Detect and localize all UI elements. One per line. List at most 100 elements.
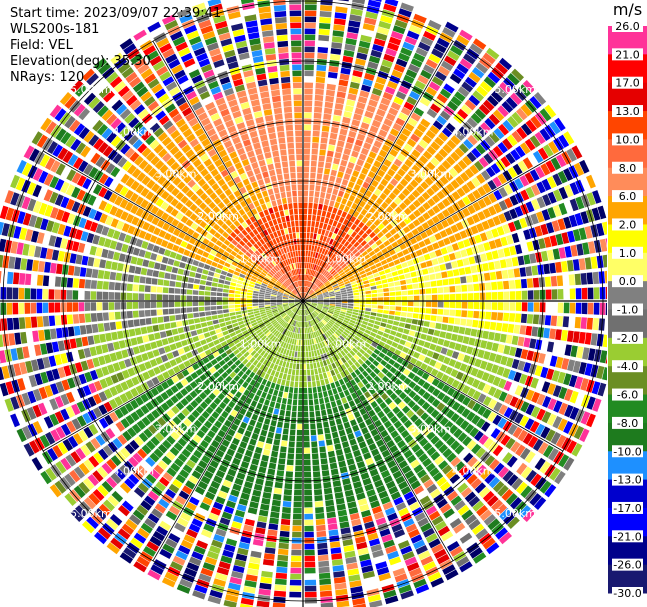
velocity-cell	[75, 337, 83, 348]
velocity-cell	[234, 477, 244, 486]
velocity-cell	[516, 481, 528, 495]
velocity-cell	[205, 281, 212, 286]
velocity-cell	[107, 364, 115, 374]
velocity-cell	[121, 523, 135, 535]
velocity-cell	[466, 473, 478, 485]
velocity-cell	[304, 585, 317, 592]
velocity-cell	[389, 148, 399, 157]
velocity-cell	[342, 248, 349, 254]
velocity-cell	[439, 229, 448, 238]
velocity-cell	[222, 266, 229, 272]
velocity-cell	[451, 379, 460, 389]
velocity-cell	[308, 387, 313, 394]
velocity-cell	[466, 346, 474, 355]
velocity-cell	[546, 341, 555, 353]
velocity-cell	[108, 312, 115, 321]
velocity-cell	[381, 449, 391, 458]
velocity-cell	[48, 302, 55, 313]
velocity-cell	[373, 375, 381, 383]
velocity-cell	[298, 327, 300, 334]
velocity-cell	[457, 199, 466, 209]
velocity-cell	[431, 294, 438, 301]
velocity-cell	[370, 428, 379, 437]
velocity-cell	[412, 243, 421, 251]
velocity-cell	[494, 260, 501, 270]
velocity-cell	[255, 280, 262, 285]
velocity-cell	[470, 328, 478, 337]
velocity-cell	[304, 483, 312, 490]
velocity-cell	[378, 572, 392, 582]
velocity-cell	[385, 371, 394, 379]
velocity-cell	[506, 357, 514, 368]
velocity-cell	[171, 405, 180, 415]
velocity-cell	[386, 153, 395, 163]
velocity-cell	[10, 241, 18, 254]
velocity-cell	[296, 441, 303, 448]
velocity-cell	[304, 495, 313, 502]
velocity-cell	[368, 409, 376, 418]
velocity-cell	[542, 396, 552, 408]
velocity-cell	[413, 301, 420, 307]
velocity-cell	[236, 472, 246, 480]
velocity-cell	[329, 268, 335, 274]
velocity-cell	[389, 366, 397, 374]
velocity-cell	[328, 231, 333, 238]
velocity-cell	[389, 445, 399, 454]
velocity-cell	[516, 107, 528, 121]
velocity-cell	[293, 314, 297, 320]
velocity-cell	[365, 367, 373, 374]
velocity-cell	[265, 293, 271, 296]
velocity-cell	[254, 312, 261, 317]
velocity-cell	[198, 306, 205, 312]
velocity-cell	[276, 566, 288, 574]
velocity-cell	[445, 21, 459, 33]
velocity-cell	[235, 553, 248, 562]
velocity-cell	[218, 444, 228, 453]
velocity-cell	[224, 405, 233, 414]
velocity-cell	[0, 350, 7, 364]
velocity-cell	[365, 220, 373, 227]
velocity-cell	[317, 315, 322, 321]
velocity-cell	[134, 327, 142, 336]
velocity-cell	[305, 256, 308, 263]
velocity-cell	[545, 429, 556, 442]
velocity-cell	[434, 361, 442, 370]
velocity-cell	[198, 301, 205, 306]
velocity-cell	[452, 269, 460, 277]
velocity-cell	[420, 363, 428, 371]
velocity-cell	[95, 223, 104, 234]
velocity-cell	[248, 314, 255, 319]
velocity-cell	[545, 160, 556, 173]
velocity-cell	[393, 63, 406, 73]
velocity-cell	[359, 327, 366, 332]
velocity-cell	[142, 259, 150, 267]
velocity-cell	[309, 275, 313, 282]
velocity-cell	[413, 13, 427, 24]
velocity-cell	[222, 305, 229, 309]
velocity-cell	[519, 415, 530, 427]
velocity-cell	[383, 589, 397, 599]
velocity-cell	[512, 426, 523, 439]
velocity-cell	[317, 294, 323, 297]
velocity-cell	[271, 505, 281, 513]
velocity-cell	[304, 303, 307, 309]
velocity-cell	[417, 388, 426, 397]
velocity-cell	[133, 561, 147, 573]
velocity-cell	[335, 588, 348, 596]
velocity-cell	[270, 342, 275, 349]
velocity-cell	[306, 262, 309, 269]
velocity-cell	[441, 209, 451, 218]
velocity-cell	[373, 272, 380, 278]
velocity-cell	[54, 236, 63, 248]
velocity-cell	[361, 378, 369, 386]
velocity-cell	[335, 177, 342, 184]
velocity-cell	[276, 304, 283, 307]
velocity-cell	[563, 457, 575, 471]
velocity-cell	[335, 6, 348, 14]
velocity-cell	[311, 319, 315, 326]
velocity-cell	[437, 201, 446, 211]
velocity-cell	[72, 314, 80, 324]
velocity-cell	[266, 361, 272, 368]
velocity-cell	[462, 257, 470, 266]
velocity-cell	[216, 263, 224, 270]
